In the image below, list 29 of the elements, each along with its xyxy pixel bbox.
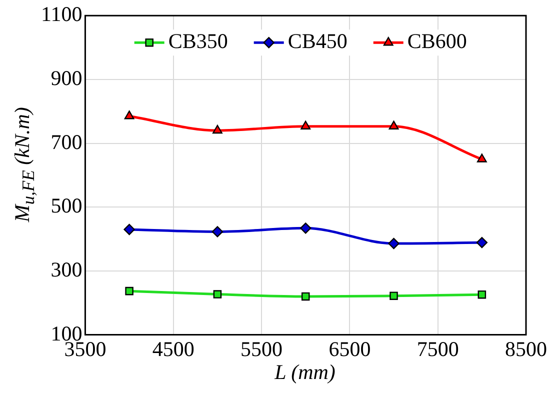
legend-label: CB450 <box>288 29 348 54</box>
point <box>388 238 400 250</box>
x-axis-title: L (mm) <box>274 360 336 385</box>
point <box>476 236 488 248</box>
point <box>476 154 487 162</box>
legend-label: CB350 <box>168 29 228 54</box>
point <box>388 120 399 130</box>
point <box>300 222 312 234</box>
x-tick-label: 7500 <box>416 336 459 361</box>
point <box>124 224 135 236</box>
point <box>124 110 134 120</box>
point <box>390 292 398 300</box>
x-tick-label: 4500 <box>152 336 194 361</box>
y-tick-label: 500 <box>50 194 82 218</box>
point <box>125 286 134 296</box>
point <box>213 290 222 298</box>
x-tick-label: 5500 <box>240 336 283 361</box>
legend-label: CB600 <box>407 29 467 54</box>
point <box>212 124 222 134</box>
y-tick-label: 1100 <box>40 2 82 26</box>
x-tick-label: 6500 <box>328 336 371 361</box>
y-tick-label: 700 <box>50 130 82 154</box>
y-tick-label: 900 <box>50 66 82 90</box>
point <box>212 226 224 238</box>
y-tick-label: 300 <box>50 257 82 282</box>
x-tick-label: 8500 <box>505 336 547 361</box>
point <box>478 290 486 299</box>
point <box>300 120 311 130</box>
point <box>301 292 310 301</box>
